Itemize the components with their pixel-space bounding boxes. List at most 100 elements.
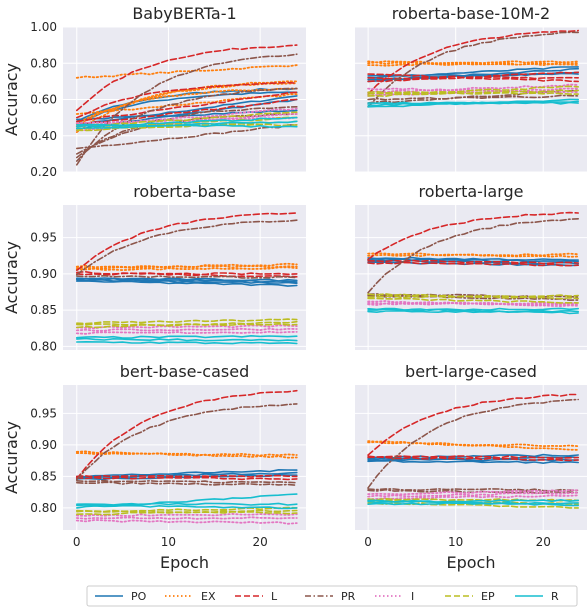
panel-title: roberta-base [133, 182, 236, 201]
y-tick-label: 0.85 [30, 469, 57, 483]
series-lines [367, 29, 580, 108]
series-line-ep [76, 322, 298, 327]
series-line-pr [76, 124, 298, 150]
y-tick-label: 0.90 [30, 438, 57, 452]
x-tick-label: 0 [364, 535, 372, 549]
series-line-pr [76, 106, 298, 159]
series-line-ex [367, 252, 580, 258]
series-line-ex [367, 440, 580, 451]
series-line-po [367, 256, 580, 261]
series-line-r [76, 334, 298, 339]
panel-title: roberta-base-10M-2 [392, 4, 550, 23]
series-line-pr [76, 87, 298, 162]
series-line-l [76, 212, 298, 272]
series-line-r [76, 123, 298, 128]
y-axis-label: Accuracy [2, 63, 21, 136]
x-tick-label: 10 [161, 535, 176, 549]
series-line-po [76, 280, 298, 287]
series-line-i [367, 300, 580, 308]
series-line-ep [76, 509, 298, 515]
series-line-ex [75, 266, 298, 272]
legend-label-po: PO [131, 590, 147, 603]
series-line-l [76, 81, 298, 119]
series-line-i [75, 516, 298, 520]
series-line-ep [76, 506, 298, 513]
y-tick-label: 0.80 [30, 339, 57, 353]
series-line-r [367, 499, 580, 507]
y-tick-label: 0.80 [30, 501, 57, 515]
series-line-i [367, 491, 580, 498]
series-line-l [367, 29, 580, 95]
series-line-r [76, 337, 298, 342]
y-tick-label: 0.95 [30, 406, 57, 420]
x-tick-label: 20 [536, 535, 551, 549]
y-tick-label: 0.95 [30, 231, 57, 245]
series-line-ex [75, 82, 298, 128]
series-line-l [367, 76, 580, 80]
chart-panel-5: bert-large-cased 0 10 20 Epoch [355, 362, 587, 572]
series-line-ex [75, 450, 298, 459]
series-line-pr [367, 94, 580, 101]
series-lines [75, 212, 298, 345]
series-line-ep [367, 85, 580, 95]
x-tick-label: 0 [73, 535, 81, 549]
series-line-ep [367, 89, 580, 98]
series-line-l [367, 211, 580, 261]
legend-label-ex: EX [201, 590, 216, 603]
series-line-pr [76, 219, 298, 276]
series-line-r [76, 340, 298, 345]
series-line-ex [75, 80, 298, 134]
series-line-ep [367, 294, 580, 299]
panel-title: roberta-large [419, 182, 524, 201]
series-line-l [76, 91, 298, 123]
plot-background [355, 205, 587, 350]
series-line-r [76, 504, 298, 510]
x-axis-label: Epoch [447, 553, 496, 572]
series-line-pr [76, 479, 298, 484]
series-line-l [76, 270, 298, 278]
series-line-l [76, 389, 298, 480]
y-tick-label: 0.20 [30, 165, 57, 179]
series-line-ex [75, 64, 298, 79]
series-line-l [367, 456, 580, 462]
series-line-po [367, 453, 580, 459]
x-tick-label: 10 [448, 535, 463, 549]
legend-label-ep: EP [481, 590, 495, 603]
series-lines [367, 211, 580, 315]
series-line-r [76, 502, 298, 506]
series-line-ex [75, 264, 298, 269]
y-tick-label: 0.60 [30, 93, 57, 107]
chart-panel-4: bert-base-cased 0.80 0.85 0.90 0.95 0 10 20 Accu… [2, 362, 306, 572]
chart-panel-3: roberta-large [355, 182, 587, 350]
series-line-ex [367, 60, 580, 65]
legend-label-l: L [271, 590, 278, 603]
series-line-ep [367, 293, 580, 300]
series-line-r [76, 116, 298, 128]
chart-panel-2: roberta-base 0.80 0.85 0.90 0.95 Accuracy [2, 182, 306, 353]
series-line-pr [76, 403, 298, 481]
series-line-pr [367, 218, 580, 294]
series-line-po [76, 87, 298, 123]
series-line-l [76, 98, 298, 126]
series-line-pr [76, 481, 298, 487]
series-line-i [75, 518, 298, 525]
y-tick-label: 1.00 [30, 20, 57, 34]
series-line-l [367, 259, 580, 265]
series-line-po [76, 277, 298, 282]
series-line-pr [367, 31, 580, 108]
y-axis-label: Accuracy [2, 241, 21, 314]
panel-title: bert-large-cased [405, 362, 537, 381]
y-tick-label: 0.90 [30, 267, 57, 281]
series-line-i [75, 330, 298, 335]
series-line-r [367, 498, 580, 504]
series-lines [367, 393, 580, 509]
series-lines [75, 389, 298, 525]
legend-label-pr: PR [341, 590, 356, 603]
series-line-l [367, 455, 580, 459]
series-line-ex [367, 60, 580, 67]
y-axis-label: Accuracy [2, 421, 21, 494]
series-line-i [75, 324, 298, 330]
legend-label-i: I [411, 590, 414, 603]
series-line-pr [76, 53, 298, 166]
